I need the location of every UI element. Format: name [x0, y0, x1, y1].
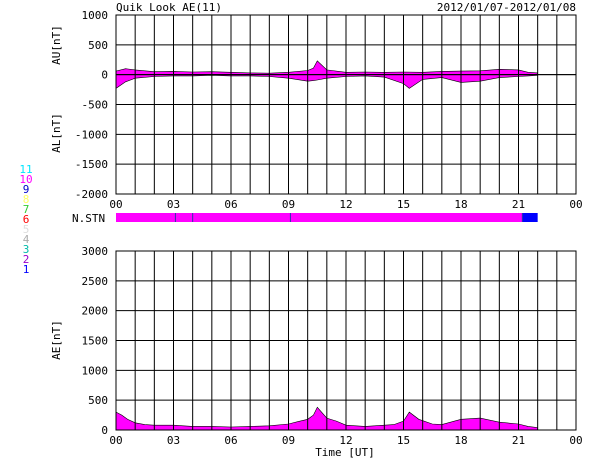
ae-ytick-label: 1500 [82, 335, 109, 348]
auals-ytick-label: -2000 [75, 188, 108, 201]
legend-label-2: 2 [23, 253, 30, 266]
ae-ytick-label: 2500 [82, 275, 109, 288]
ae-ytick-label: 3000 [82, 245, 109, 258]
auals-ytick-label: 500 [88, 39, 108, 52]
auals-xtick-label: 21 [512, 198, 525, 211]
chart-title: Quik Look AE(11) [116, 1, 222, 14]
ae-ytick-label: 1000 [82, 364, 109, 377]
station-count-bar [116, 213, 538, 222]
station-segment [522, 213, 538, 222]
auals-ytick-label: 1000 [82, 9, 109, 22]
ae-frame [115, 250, 577, 431]
ae-xtick-label: 18 [454, 434, 467, 447]
legend-label-6: 6 [23, 213, 30, 226]
auals-xtick-label: 12 [339, 198, 352, 211]
ae-xtick-label: 06 [224, 434, 237, 447]
ae-xtick-label: 09 [282, 434, 295, 447]
auals-xtick-label: 06 [224, 198, 237, 211]
auals-ytick-label: -1000 [75, 128, 108, 141]
auals-xtick-label: 03 [167, 198, 180, 211]
auals-xtick-label: 18 [454, 198, 467, 211]
station-segment [192, 213, 291, 222]
ae-xtick-label: 15 [397, 434, 410, 447]
auals-xtick-label: 09 [282, 198, 295, 211]
station-segment [116, 213, 176, 222]
ae-xtick-label: 03 [167, 434, 180, 447]
auals-frame [115, 14, 577, 195]
station-segment [175, 213, 193, 222]
ae-xtick-label: 00 [569, 434, 582, 447]
auals-ytick-label: -500 [82, 99, 109, 112]
au-axis-label: AU[nT] [50, 25, 63, 65]
date-range: 2012/01/07-2012/01/08 [437, 1, 576, 14]
ae-xtick-label: 00 [109, 434, 122, 447]
ae-xtick-label: 21 [512, 434, 525, 447]
auals-ytick-label: 0 [101, 69, 108, 82]
legend-label-4: 4 [23, 233, 30, 246]
auals-xtick-label: 00 [569, 198, 582, 211]
legend-label-10: 10 [19, 173, 32, 186]
station-segment [290, 213, 523, 222]
legend-label-9: 9 [23, 183, 30, 196]
x-axis-title: Time [UT] [315, 446, 375, 459]
ae-xtick-label: 12 [339, 434, 352, 447]
legend-label-7: 7 [23, 203, 30, 216]
al-axis-label: AL[nT] [50, 113, 63, 153]
auals-xtick-label: 15 [397, 198, 410, 211]
auals-xtick-label: 00 [109, 198, 122, 211]
auals-ytick-label: -1500 [75, 158, 108, 171]
legend-label-1: 1 [23, 263, 30, 276]
legend-label-3: 3 [23, 243, 30, 256]
ae-ytick-label: 2000 [82, 305, 109, 318]
legend-label-8: 8 [23, 193, 30, 206]
ae-axis-label: AE[nT] [50, 320, 63, 360]
ae-ytick-label: 0 [101, 424, 108, 437]
nstn-label: N.STN [72, 212, 105, 225]
ae-ytick-label: 500 [88, 394, 108, 407]
legend-label-11: 11 [19, 163, 32, 176]
legend-label-5: 5 [23, 223, 30, 236]
